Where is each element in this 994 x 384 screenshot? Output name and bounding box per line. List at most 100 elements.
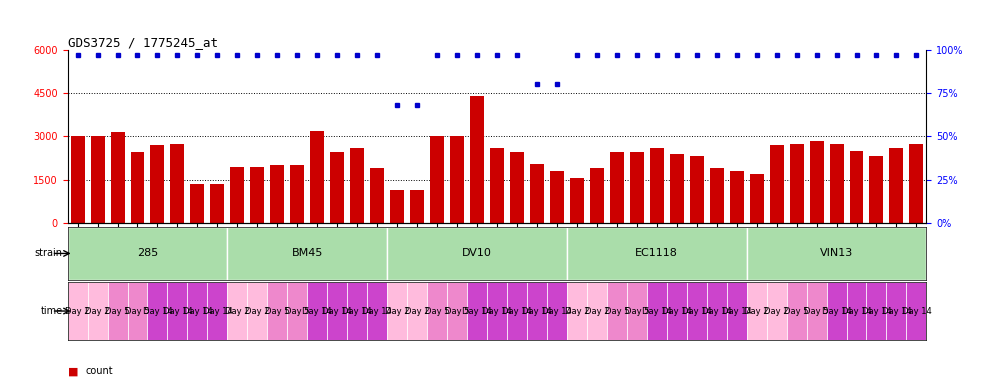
Text: Day 2: Day 2 xyxy=(745,306,769,316)
Text: Day 2: Day 2 xyxy=(225,306,249,316)
Bar xyxy=(730,171,744,223)
Text: Day 14: Day 14 xyxy=(642,306,672,316)
Bar xyxy=(327,282,347,340)
Bar xyxy=(130,152,144,223)
Text: Day 14: Day 14 xyxy=(902,306,931,316)
Text: DV10: DV10 xyxy=(462,248,492,258)
Text: Day 5: Day 5 xyxy=(444,306,469,316)
Text: Day 14: Day 14 xyxy=(183,306,213,316)
Text: Day 5: Day 5 xyxy=(285,306,309,316)
Text: Day 5: Day 5 xyxy=(125,306,150,316)
Bar xyxy=(769,145,783,223)
Bar xyxy=(270,165,284,223)
Bar xyxy=(667,282,687,340)
Bar xyxy=(887,282,907,340)
Text: Day 2: Day 2 xyxy=(565,306,589,316)
Bar xyxy=(127,282,147,340)
Bar xyxy=(610,152,624,223)
Bar xyxy=(71,136,84,223)
Text: Day 14: Day 14 xyxy=(342,306,372,316)
Text: Day 2: Day 2 xyxy=(246,306,269,316)
Bar xyxy=(746,282,766,340)
Text: BM45: BM45 xyxy=(291,248,323,258)
Bar xyxy=(867,282,887,340)
Bar xyxy=(907,282,926,340)
Text: Day 5: Day 5 xyxy=(784,306,809,316)
Bar xyxy=(427,282,447,340)
Bar xyxy=(890,148,904,223)
Bar xyxy=(607,282,627,340)
Bar xyxy=(830,144,844,223)
Bar xyxy=(910,144,923,223)
Bar xyxy=(68,227,228,280)
Bar xyxy=(430,136,444,223)
Text: Day 14: Day 14 xyxy=(142,306,172,316)
Text: Day 14: Day 14 xyxy=(482,306,512,316)
Text: Day 5: Day 5 xyxy=(424,306,449,316)
Text: Day 14: Day 14 xyxy=(522,306,552,316)
Bar xyxy=(228,282,248,340)
Bar xyxy=(710,168,724,223)
Bar xyxy=(650,148,664,223)
Text: count: count xyxy=(85,366,113,376)
Bar xyxy=(191,184,205,223)
Bar xyxy=(408,282,427,340)
Bar xyxy=(727,282,746,340)
Bar xyxy=(231,167,245,223)
Bar xyxy=(789,144,803,223)
Bar xyxy=(527,282,547,340)
Bar xyxy=(806,282,827,340)
Bar xyxy=(510,152,524,223)
Bar xyxy=(267,282,287,340)
Bar xyxy=(110,132,124,223)
Bar xyxy=(670,154,684,223)
Bar xyxy=(766,282,786,340)
Bar xyxy=(447,282,467,340)
Text: Day 14: Day 14 xyxy=(203,306,233,316)
Bar xyxy=(467,282,487,340)
Bar xyxy=(749,174,763,223)
Bar xyxy=(547,282,567,340)
Text: Day 14: Day 14 xyxy=(842,306,872,316)
Bar xyxy=(367,282,387,340)
Bar xyxy=(586,282,607,340)
Bar xyxy=(330,152,344,223)
Bar xyxy=(550,171,564,223)
Bar xyxy=(567,282,586,340)
Text: VIN13: VIN13 xyxy=(820,248,853,258)
Bar xyxy=(570,178,583,223)
Text: Day 5: Day 5 xyxy=(624,306,649,316)
Bar xyxy=(746,227,926,280)
Bar xyxy=(188,282,208,340)
Bar xyxy=(208,282,228,340)
Bar xyxy=(589,168,603,223)
Text: Day 5: Day 5 xyxy=(105,306,130,316)
Bar xyxy=(630,152,644,223)
Text: Day 2: Day 2 xyxy=(66,306,89,316)
Bar xyxy=(68,282,87,340)
Text: Day 14: Day 14 xyxy=(822,306,852,316)
Text: Day 2: Day 2 xyxy=(385,306,410,316)
Bar xyxy=(786,282,806,340)
Bar xyxy=(370,168,384,223)
Text: Day 2: Day 2 xyxy=(584,306,609,316)
Bar xyxy=(809,141,824,223)
Bar xyxy=(170,144,185,223)
Bar xyxy=(211,184,225,223)
Bar xyxy=(87,282,107,340)
Bar xyxy=(387,282,408,340)
Text: Day 14: Day 14 xyxy=(662,306,692,316)
Text: Day 14: Day 14 xyxy=(882,306,911,316)
Bar xyxy=(250,167,264,223)
Bar xyxy=(310,131,324,223)
Text: Day 2: Day 2 xyxy=(764,306,789,316)
Text: Day 14: Day 14 xyxy=(542,306,572,316)
Bar xyxy=(147,282,167,340)
Bar xyxy=(90,136,104,223)
Bar xyxy=(827,282,847,340)
Bar xyxy=(470,96,484,223)
Bar xyxy=(850,151,864,223)
Bar xyxy=(387,227,567,280)
Text: Day 14: Day 14 xyxy=(302,306,332,316)
Text: strain: strain xyxy=(35,248,63,258)
